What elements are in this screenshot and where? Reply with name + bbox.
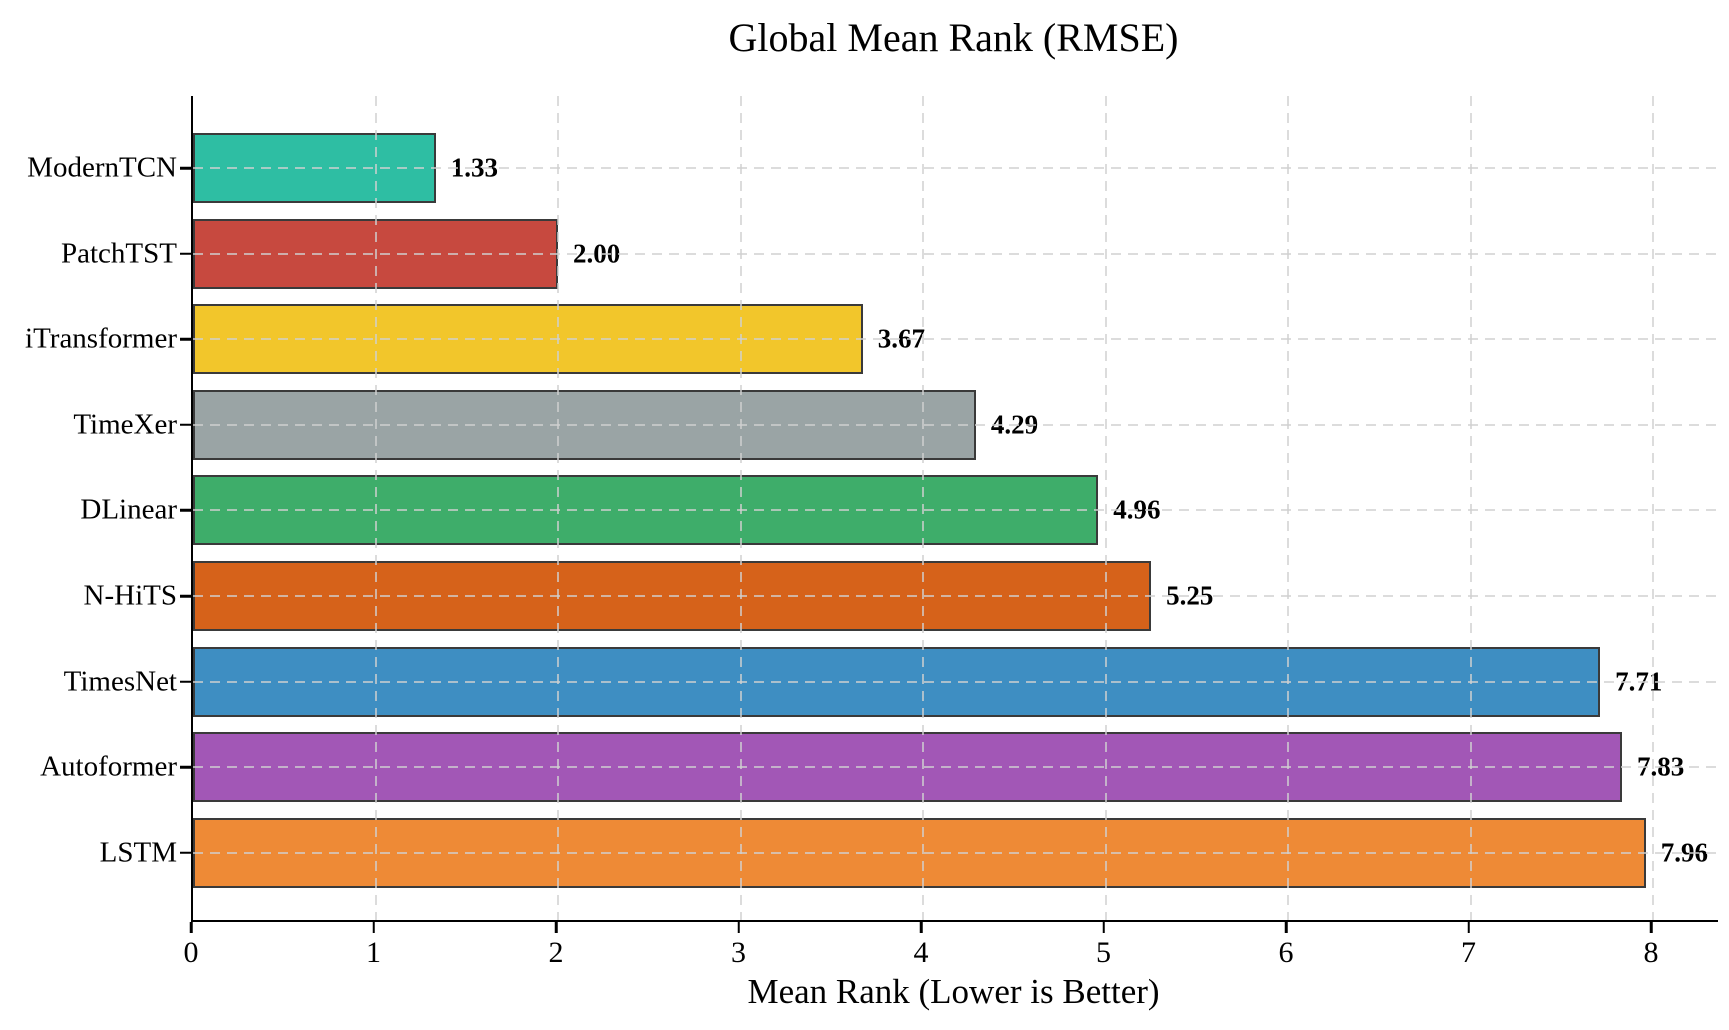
y-tick-mark (180, 252, 191, 255)
x-tick-label: 6 (1278, 936, 1294, 969)
x-tick-label: 4 (913, 936, 929, 969)
x-tick-mark (554, 922, 558, 933)
x-tick-label: 1 (366, 936, 381, 969)
bar-value-label: 5.25 (1166, 580, 1214, 611)
bar-lstm (193, 817, 1646, 888)
bar-value-label: 7.71 (1615, 666, 1663, 697)
y-tick-label: Autoformer (40, 750, 177, 783)
x-tick-label: 0 (183, 936, 199, 969)
y-tick-label: TimesNet (63, 665, 177, 698)
bar-itransformer (193, 304, 863, 375)
y-tick-label: ModernTCN (27, 151, 177, 184)
y-tick-label: LSTM (99, 836, 177, 869)
chart-title: Global Mean Rank (RMSE) (728, 15, 1179, 60)
y-axis-labels: ModernTCN PatchTST iTransformer TimeXer DLin… (0, 96, 177, 920)
y-tick-mark (180, 423, 191, 427)
bar-value-label: 4.96 (1113, 494, 1161, 525)
x-tick-mark (919, 922, 923, 933)
y-tick-mark (180, 509, 191, 512)
y-tick-mark (180, 765, 191, 769)
x-tick-mark (189, 922, 193, 933)
bar-value-label: 7.83 (1636, 751, 1685, 782)
x-tick-mark (1102, 922, 1105, 933)
x-tick-mark (1284, 922, 1288, 933)
y-tick-label: N-HiTS (83, 579, 177, 612)
plot-area: 1.33 2.00 3.67 4.29 4.96 5.25 7.71 7.83 7.96 (191, 96, 1718, 922)
bar-n-hits (193, 561, 1152, 631)
y-tick-mark (180, 851, 191, 855)
x-tick-label: 5 (1096, 936, 1111, 969)
x-axis-label: Mean Rank (Lower is Better) (747, 972, 1160, 1011)
bar-moderntcn (193, 133, 436, 203)
x-tick-label: 8 (1643, 936, 1659, 969)
x-tick-mark (1649, 922, 1653, 933)
bar-dlinear (193, 475, 1099, 546)
y-tick-mark (180, 337, 191, 341)
bar-value-label: 1.33 (450, 152, 498, 183)
bar-autoformer (193, 732, 1622, 803)
y-tick-label: PatchTST (61, 237, 177, 270)
bar-patchtst (193, 218, 558, 289)
bar-timexer (193, 389, 976, 460)
y-tick-label: DLinear (80, 493, 177, 526)
y-tick-mark (180, 680, 191, 683)
bars-layer: 1.33 2.00 3.67 4.29 4.96 5.25 7.71 7.83 7.96 (193, 96, 1718, 920)
bar-value-label: 3.67 (877, 323, 926, 354)
y-tick-mark (180, 166, 191, 170)
y-tick-label: iTransformer (25, 322, 177, 355)
y-tick-label: TimeXer (73, 408, 177, 441)
x-tick-mark (1467, 922, 1470, 933)
bar-value-label: 2.00 (573, 238, 621, 269)
bar-timesnet (193, 646, 1601, 717)
x-tick-mark (737, 922, 740, 933)
x-tick-label: 7 (1461, 936, 1476, 969)
x-tick-label: 3 (731, 936, 746, 969)
x-tick-label: 2 (548, 936, 564, 969)
bar-value-label: 4.29 (990, 409, 1039, 440)
y-tick-mark (180, 594, 191, 598)
bar-value-label: 7.96 (1660, 837, 1708, 868)
x-tick-mark (372, 922, 375, 933)
